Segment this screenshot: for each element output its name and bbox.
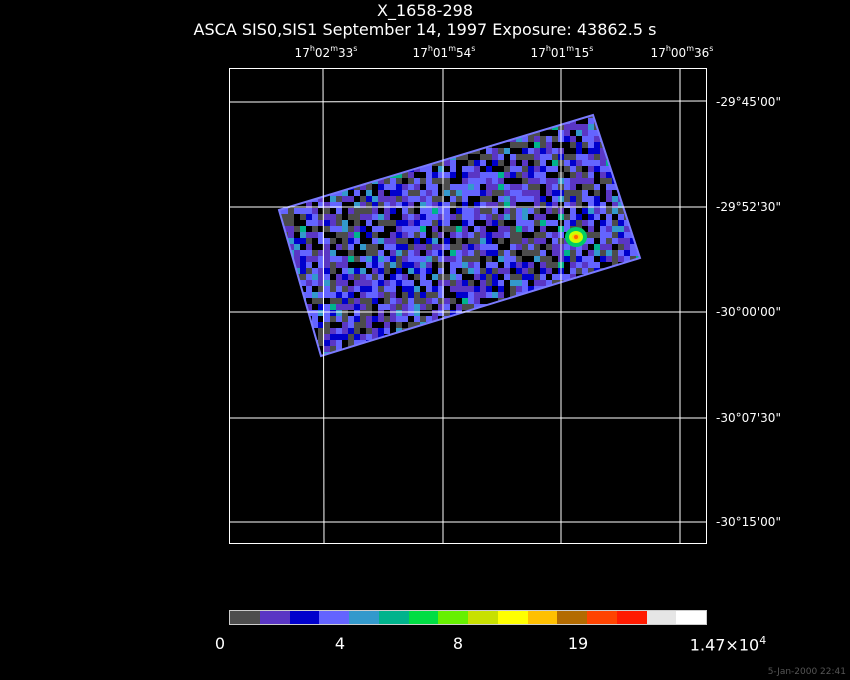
colorbar-swatch	[468, 611, 498, 624]
colorbar-label-8: 8	[452, 634, 464, 653]
colorbar-swatch	[230, 611, 260, 624]
colorbar-label-19: 19	[567, 634, 589, 653]
coordinate-grid	[228, 67, 708, 545]
ra-label-2: 17h01m54s	[412, 44, 476, 60]
colorbar-swatch	[378, 611, 409, 624]
colorbar-swatch	[616, 611, 647, 624]
colorbar-swatch	[587, 611, 617, 624]
colorbar-swatch	[557, 611, 587, 624]
colorbar	[229, 610, 707, 625]
ra-gridline-1	[322, 67, 325, 545]
source-blob	[565, 227, 587, 247]
dec-label-4: -30°07'30"	[716, 411, 781, 425]
dec-label-5: -30°15'00"	[716, 515, 781, 529]
colorbar-label-max: 1.47×104	[689, 634, 767, 655]
colorbar-swatch	[349, 611, 379, 624]
dec-gridline-1	[228, 100, 708, 103]
colorbar-label-4: 4	[334, 634, 346, 653]
colorbar-swatch	[259, 611, 290, 624]
colorbar-swatch	[497, 611, 528, 624]
colorbar-swatch	[408, 611, 439, 624]
colorbar-swatch	[676, 611, 706, 624]
colorbar-label-0: 0	[214, 634, 226, 653]
ra-label-4: 17h00m36s	[650, 44, 714, 60]
detector-pixels	[279, 115, 640, 356]
image-title: X_1658-298	[377, 1, 473, 20]
colorbar-swatch	[438, 611, 468, 624]
detector-edge	[277, 113, 642, 358]
image-subtitle: ASCA SIS0,SIS1 September 14, 1997 Exposu…	[193, 20, 657, 39]
dec-label-1: -29°45'00"	[716, 95, 781, 109]
colorbar-swatch	[319, 611, 349, 624]
colorbar-swatch	[289, 611, 320, 624]
ra-label-1: 17h02m33s	[294, 44, 358, 60]
colorbar-swatch	[527, 611, 558, 624]
ra-label-3: 17h01m15s	[530, 44, 594, 60]
colorbar-swatch	[646, 611, 677, 624]
dec-label-3: -30°00'00"	[716, 305, 781, 319]
timestamp: 5-Jan-2000 22:41	[767, 667, 846, 677]
dec-label-2: -29°52'30"	[716, 200, 781, 214]
image-plot-frame	[229, 68, 707, 544]
